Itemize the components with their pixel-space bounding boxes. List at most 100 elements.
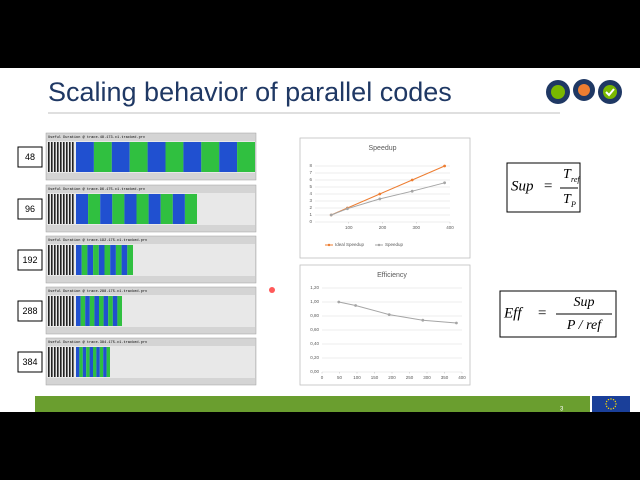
trace-stripe xyxy=(66,347,68,377)
flag-star xyxy=(605,403,607,405)
trace-stripe xyxy=(80,296,86,326)
trace-stripe xyxy=(63,194,65,224)
point xyxy=(337,300,341,304)
y-tick-label: 0,80 xyxy=(310,313,319,318)
point xyxy=(410,189,414,193)
trace-stripe xyxy=(79,347,83,377)
trace-stripe xyxy=(57,245,59,275)
trace-stripe xyxy=(87,245,94,275)
y-tick-label: 0 xyxy=(309,219,312,224)
trace-stripe xyxy=(57,296,59,326)
logo xyxy=(546,79,622,104)
trace-label: 288 xyxy=(22,306,37,316)
chart-title: Speedup xyxy=(368,145,396,152)
trace-title: Useful Duration @ trace.192.175.c1.track… xyxy=(48,238,148,243)
point xyxy=(378,192,382,196)
flag-star xyxy=(614,405,617,408)
x-tick-label: 100 xyxy=(345,225,353,230)
formula-text: T xyxy=(563,192,572,207)
trace-stripe xyxy=(201,142,220,172)
trace-stripe xyxy=(111,142,130,172)
legend-swatch xyxy=(377,243,381,247)
trace-stripe xyxy=(93,142,112,172)
trace-stripe xyxy=(54,296,56,326)
trace-stripe xyxy=(57,142,59,172)
trace-stripe xyxy=(110,245,116,275)
trace-stripe xyxy=(93,245,99,275)
trace-stripe xyxy=(63,296,65,326)
trace-stripe xyxy=(63,245,65,275)
trace-stripe xyxy=(54,347,56,377)
trace-stripe xyxy=(99,347,104,377)
trace-stripe xyxy=(63,347,65,377)
trace-stripe xyxy=(160,194,173,224)
y-tick-label: 5 xyxy=(309,184,312,189)
trace-stripe xyxy=(66,194,68,224)
trace-stripe xyxy=(136,194,149,224)
trace-label: 48 xyxy=(25,152,35,162)
trace-stripe xyxy=(72,296,74,326)
trace-title: Useful Duration @ trace.288.175.c1.track… xyxy=(48,289,148,294)
trace-stripe xyxy=(96,347,100,377)
trace-label: 192 xyxy=(22,255,37,265)
trace-stripe xyxy=(129,142,148,172)
trace-stripe xyxy=(219,142,238,172)
trace-stripe xyxy=(112,296,118,326)
formula-text: Sup xyxy=(511,178,534,194)
point xyxy=(443,181,446,185)
trace-stripe xyxy=(54,245,56,275)
trace-stripe xyxy=(148,194,161,224)
point xyxy=(378,197,382,201)
x-tick-label: 350 xyxy=(441,375,449,380)
point xyxy=(354,304,357,307)
trace-stripe xyxy=(69,245,71,275)
trace-stripe xyxy=(127,245,133,275)
trace-stripe xyxy=(48,347,50,377)
trace-stripe xyxy=(82,347,87,377)
trace-stripe xyxy=(57,347,59,377)
formula-text: P / ref xyxy=(566,318,603,333)
y-tick-label: 0,00 xyxy=(310,369,319,374)
trace-stripe xyxy=(98,245,105,275)
trace-stripe xyxy=(106,347,110,377)
point xyxy=(410,178,414,182)
chart-frame xyxy=(299,264,471,386)
trace-stripe xyxy=(112,194,125,224)
y-tick-label: 6 xyxy=(309,177,312,182)
x-tick-label: 300 xyxy=(412,225,420,230)
trace-stripe xyxy=(100,194,113,224)
trace-stripe xyxy=(184,194,197,224)
trace-stripe xyxy=(69,142,71,172)
trace-stripe xyxy=(76,142,94,172)
x-tick-label: 150 xyxy=(371,375,379,380)
trace-stripe xyxy=(76,296,81,326)
laser-pointer xyxy=(269,287,275,293)
trace-stripe xyxy=(66,142,68,172)
trace-stripe xyxy=(48,142,50,172)
y-tick-label: 1,00 xyxy=(310,299,319,304)
trace-stripe xyxy=(66,245,68,275)
formula-text: T xyxy=(563,167,572,182)
legend-label: Speedup xyxy=(385,242,404,247)
point xyxy=(421,318,425,322)
trace-stripe xyxy=(165,142,184,172)
trace-stripe xyxy=(60,245,62,275)
trace-stripe xyxy=(69,194,71,224)
flag-star xyxy=(612,398,615,401)
flag-star xyxy=(614,400,617,403)
x-tick-label: 250 xyxy=(406,375,414,380)
trace-stripe xyxy=(88,194,101,224)
y-tick-label: 4 xyxy=(309,191,312,196)
trace-stripe xyxy=(60,296,62,326)
x-tick-label: 200 xyxy=(388,375,396,380)
trace-stripe xyxy=(72,142,74,172)
trace-stripe xyxy=(48,194,50,224)
trace-stripe xyxy=(48,296,50,326)
trace-stripe xyxy=(51,245,53,275)
trace-stripe xyxy=(172,194,185,224)
trace-stripe xyxy=(81,245,88,275)
trace-stripe xyxy=(76,347,80,377)
flag-star xyxy=(605,405,608,408)
trace-stripe xyxy=(104,245,111,275)
